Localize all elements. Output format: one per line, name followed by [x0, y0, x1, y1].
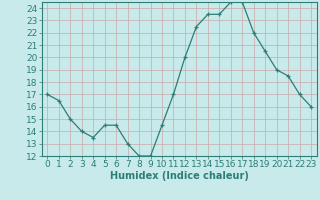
X-axis label: Humidex (Indice chaleur): Humidex (Indice chaleur): [110, 171, 249, 181]
